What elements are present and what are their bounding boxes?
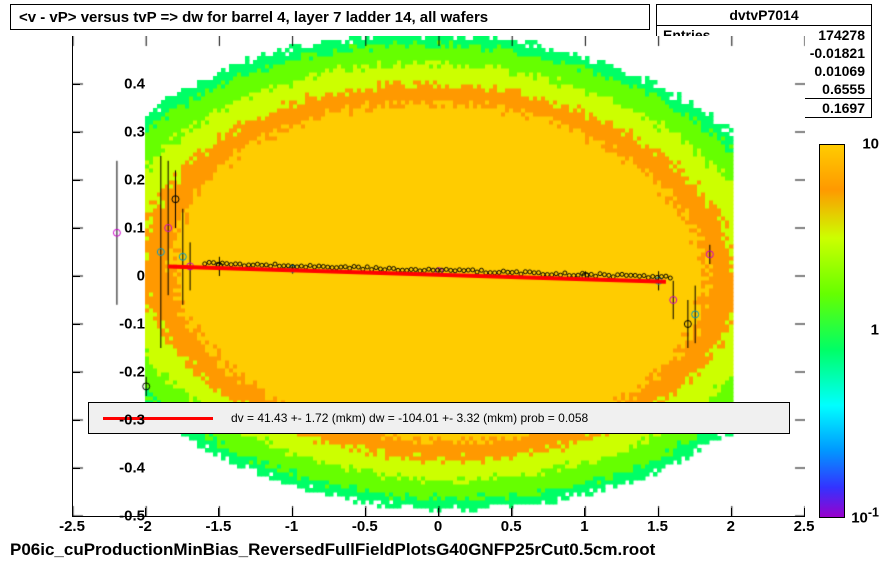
y-tick [72,324,80,325]
colorbar-tick-label: 10 [862,136,879,153]
y-tick [72,180,80,181]
x-tick-label: -2.5 [59,518,85,535]
y-tick [72,276,80,277]
x-tick-label: 2.5 [794,518,815,535]
x-tick [584,508,585,516]
y-tick-label: -0.1 [85,316,145,333]
fit-legend-box: dv = 41.43 +- 1.72 (mkm) dw = -104.01 +-… [88,402,790,434]
x-tick-label: -0.5 [352,518,378,535]
y-tick [72,228,80,229]
stats-meany-value: 0.01069 [814,63,865,79]
footer-filename: P06ic_cuProductionMinBias_ReversedFullFi… [10,540,655,560]
y-tick [72,84,80,85]
x-tick-label: -1 [285,518,298,535]
y-tick [72,132,80,133]
x-tick [511,508,512,516]
plot-area [72,36,805,517]
heatmap-canvas [73,36,805,516]
x-tick-label: -2 [139,518,152,535]
colorbar-tick-label: 1 [871,322,879,339]
x-tick [365,508,366,516]
stats-name: dvtvP7014 [657,5,871,26]
x-tick [731,508,732,516]
colorbar [819,144,845,518]
y-tick-label: -0.2 [85,364,145,381]
y-tick [72,468,80,469]
x-tick-label: 2 [727,518,735,535]
y-tick-label: -0.5 [85,508,145,525]
x-tick [145,508,146,516]
y-tick-label: 0 [85,268,145,285]
x-tick [218,508,219,516]
y-tick-label: 0.4 [85,76,145,93]
x-tick [72,508,73,516]
y-tick-label: 0.2 [85,172,145,189]
chart-container: <v - vP> versus tvP => dw for barrel 4, … [0,0,885,569]
stats-rmsy-value: 0.1697 [822,100,865,116]
fit-text: dv = 41.43 +- 1.72 (mkm) dw = -104.01 +-… [231,411,588,425]
x-tick [804,508,805,516]
y-tick-label: -0.3 [85,412,145,429]
y-tick-label: 0.3 [85,124,145,141]
y-tick-label: -0.4 [85,460,145,477]
x-tick-label: 1.5 [647,518,668,535]
y-tick [72,420,80,421]
x-tick [658,508,659,516]
x-tick-label: 0.5 [501,518,522,535]
y-tick [72,372,80,373]
x-tick-label: 0 [434,518,442,535]
y-tick [72,516,80,517]
stats-rmsx-value: 0.6555 [822,81,865,97]
colorbar-tick-label: 10-1 [851,506,879,527]
x-tick [438,508,439,516]
chart-title: <v - vP> versus tvP => dw for barrel 4, … [10,4,650,30]
y-tick-label: 0.1 [85,220,145,237]
x-tick-label: -1.5 [205,518,231,535]
x-tick [292,508,293,516]
stats-entries-value: 174278 [818,27,865,43]
stats-meanx-value: -0.01821 [810,45,865,61]
x-tick-label: 1 [580,518,588,535]
